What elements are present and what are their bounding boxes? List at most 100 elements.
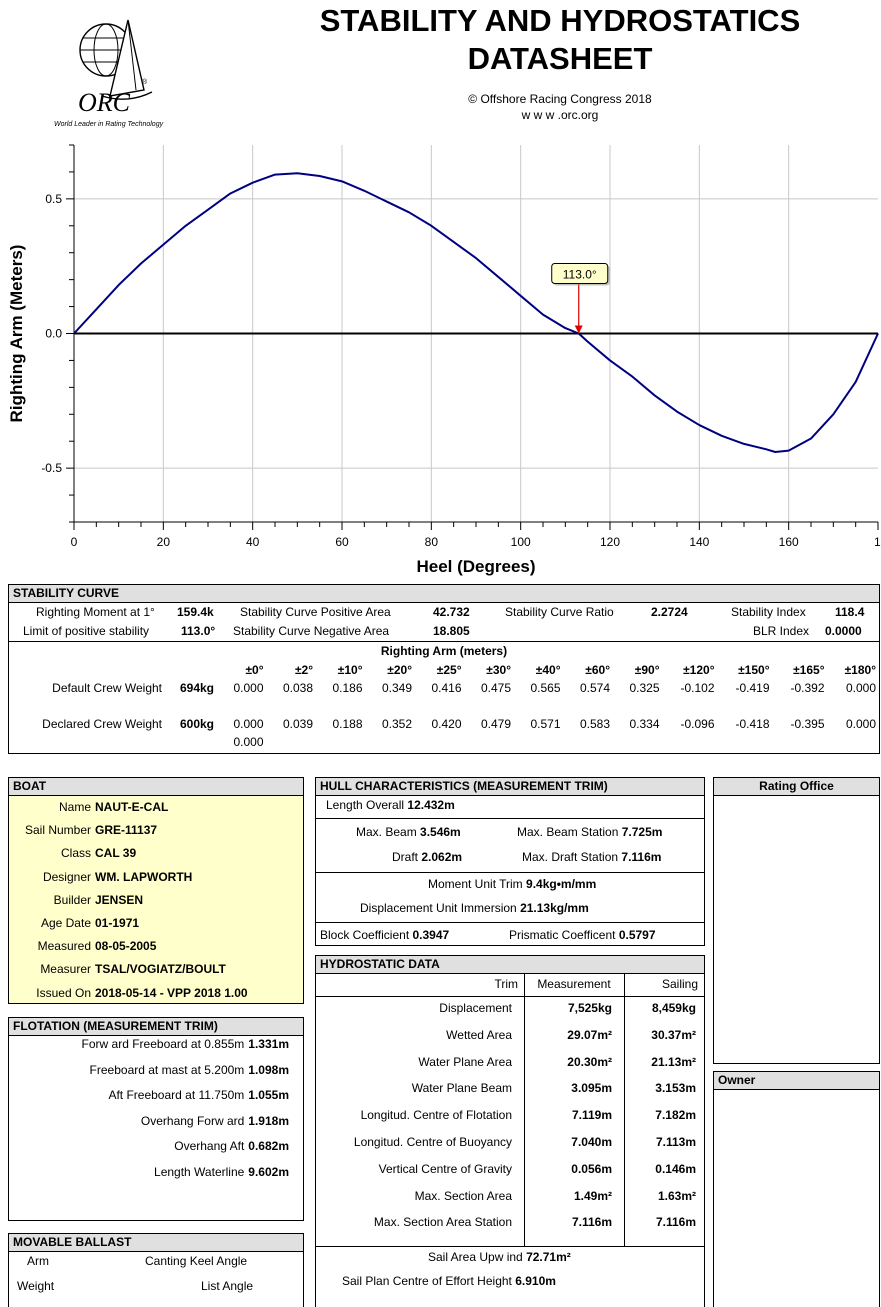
boat-field-label: Builder — [53, 892, 91, 907]
ballast-weight-label: Weight — [17, 1279, 55, 1293]
hydro-row-label: Water Plane Beam — [411, 1081, 512, 1096]
boat-field-row: Sail Number GRE-11137 — [9, 823, 157, 837]
boat-field-value: GRE-11137 — [95, 823, 158, 838]
row-label: Declared Crew Weight — [42, 717, 162, 731]
rating-office-title: Rating Office — [714, 778, 879, 796]
hydro-sailing-value: 21.13m² — [651, 1054, 696, 1069]
boat-field-value: JENSEN — [95, 892, 144, 907]
ratio-value: 2.2724 — [651, 605, 688, 619]
flotation-field-row: Forw ard Freeboard at 0.855m 1.331m — [82, 1037, 289, 1051]
ra-value: 0.571 — [530, 717, 561, 731]
x-tick-label: 60 — [335, 535, 349, 549]
ra-value: 0.039 — [282, 717, 313, 731]
angle-header: ±30° — [486, 663, 511, 677]
angle-header: ±25° — [436, 663, 462, 677]
x-tick-label: 40 — [246, 535, 260, 549]
draft-value: 2.062m — [421, 850, 463, 864]
annotation-arrow-head — [574, 325, 583, 334]
flotation-field-label: Overhang Aft — [174, 1139, 245, 1153]
flotation-field-row: Overhang Forw ard 1.918m — [141, 1114, 289, 1128]
y-axis-label: Righting Arm (Meters) — [7, 245, 26, 423]
globe-sail-icon: ® — [79, 19, 153, 100]
boat-field-row: Measured 08-05-2005 — [9, 939, 157, 953]
x-tick-label: 18 — [874, 535, 881, 549]
flotation-field-label: Length Waterline — [154, 1164, 245, 1179]
flotation-field-label: Forw ard Freeboard at 0.855m — [81, 1037, 245, 1051]
x-tick-label: 160 — [779, 535, 799, 549]
col-trim-header: Trim — [494, 977, 518, 991]
pos-area-value: 42.732 — [433, 605, 470, 619]
hydro-row-label: Max. Section Area Station — [373, 1215, 512, 1230]
righting-arm-table: ±0° ±2° ±10° ±20° ±25° ±30° ±40° ±60° ±9… — [9, 661, 879, 751]
beam-label: Max. Beam — [356, 825, 417, 839]
stability-curve-panel: STABILITY CURVE Righting Moment at 1° 15… — [8, 584, 880, 754]
boat-field-row: Name NAUT-E-CAL — [9, 800, 168, 814]
pc-value: 0.5797 — [618, 928, 656, 942]
angle-header: ±120° — [683, 663, 715, 677]
boat-field-row: Designer WM. LAPWORTH — [9, 869, 192, 884]
mut-label: Moment Unit Trim — [428, 877, 523, 891]
beam-value: 3.546m — [420, 825, 461, 839]
ra-value: 0.420 — [431, 717, 462, 731]
col-sailing-header: Sailing — [661, 977, 698, 991]
owner-title: Owner — [714, 1072, 879, 1090]
flotation-field-value: 0.682m — [248, 1139, 289, 1153]
boat-field-label: Designer — [42, 869, 91, 884]
flotation-field-value: 9.602m — [248, 1164, 289, 1179]
boat-fields: Name NAUT-E-CAL Sail Number GRE-11137 Class C… — [9, 795, 303, 1003]
ratio-label: Stability Curve Ratio — [505, 605, 614, 619]
angle-header: ±90° — [634, 663, 660, 677]
ra-value: -0.418 — [735, 717, 770, 731]
ra-value: 0.186 — [332, 681, 363, 695]
angle-header: ±10° — [337, 663, 363, 677]
hydro-sailing-value: 0.146m — [655, 1161, 696, 1176]
righting-arm-chart: 0.5 0.0 -0.5 0 20 40 60 80 100 120 140 160 18 Heel (D… — [7, 144, 881, 576]
declared-crew-row: Declared Crew Weight 600kg 0.000 0.039 0… — [9, 715, 879, 733]
ra-value: 0.574 — [579, 681, 610, 695]
flotation-field-value: 1.055m — [248, 1088, 289, 1102]
boat-field-row: Class CAL 39 — [9, 846, 136, 860]
page-title-line1: STABILITY AND HYDROSTATICS — [319, 3, 801, 38]
pc-label: Prismatic Coefficent — [509, 928, 616, 942]
ballast-canting-label: Canting Keel Angle — [145, 1254, 248, 1268]
ra-value: -0.395 — [790, 717, 825, 731]
draft-station-value: 7.116m — [621, 850, 662, 864]
row-label: Default Crew Weight — [52, 681, 162, 695]
hydro-title: HYDROSTATIC DATA — [316, 956, 704, 974]
angle-header: ±0° — [245, 663, 264, 677]
flotation-field-row: Freeboard at mast at 5.200m 1.098m — [90, 1063, 289, 1077]
boat-field-label: Age Date — [40, 916, 91, 930]
annotation-box — [551, 263, 609, 284]
boat-field-label: Issued On — [36, 985, 91, 1000]
hydro-row-label: Max. Section Area — [414, 1188, 512, 1203]
righting-arm-title: Righting Arm (meters) — [380, 644, 508, 658]
hull-title: HULL CHARACTERISTICS (MEASUREMENT TRIM) — [316, 778, 704, 796]
angle-header: ±180° — [844, 663, 876, 677]
boat-field-row: Builder JENSEN — [9, 892, 143, 907]
boat-field-value: CAL 39 — [95, 846, 137, 861]
stability-curve-title: STABILITY CURVE — [9, 585, 879, 603]
flotation-field-row: Aft Freeboard at 11.750m 1.055m — [108, 1088, 289, 1102]
ra-value: 0.038 — [282, 681, 313, 695]
angle-header: ±40° — [535, 663, 561, 677]
ra-value: -0.102 — [680, 681, 715, 695]
y-tick-label: 0.0 — [45, 327, 62, 341]
ballast-title: MOVABLE BALLAST — [9, 1234, 303, 1252]
ra-value: -0.392 — [790, 681, 825, 695]
ra-value: 0.000 — [845, 681, 876, 695]
hydro-sailing-value: 30.37m² — [651, 1027, 696, 1042]
angle-header: ±20° — [387, 663, 412, 677]
bc-label: Block Coefficient — [320, 928, 410, 942]
x-axis-label: Heel (Degrees) — [416, 557, 535, 576]
boat-field-value: TSAL/VOGIATZ/BOULT — [95, 962, 226, 977]
hydro-row-label: Water Plane Area — [418, 1054, 512, 1069]
boat-field-value: 01-1971 — [95, 916, 140, 930]
bc-value: 0.3947 — [412, 928, 450, 942]
draft-station-label: Max. Draft Station — [522, 850, 619, 864]
flotation-field-label: Overhang Forw ard — [140, 1113, 245, 1128]
angle-header: ±150° — [738, 663, 770, 677]
boat-field-row: Age Date 01-1971 — [9, 916, 139, 930]
flotation-field-label: Freeboard at mast at 5.200m — [89, 1062, 245, 1077]
annotation-label: 113.0° — [563, 268, 597, 282]
copyright: © Offshore Racing Congress 2018 — [468, 92, 652, 106]
